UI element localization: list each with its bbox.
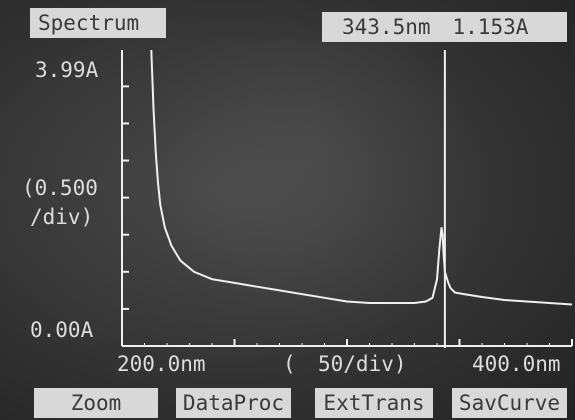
softkey-ext-trans[interactable]: ExtTrans: [315, 388, 433, 418]
y-axis-scale-label-2: /div): [30, 207, 93, 228]
y-axis-scale-label-1: (0.500: [22, 178, 98, 199]
x-axis-scale-open: (: [283, 354, 296, 375]
plot-ticks: [122, 86, 572, 346]
y-axis-min-label: 0.00A: [30, 320, 93, 341]
spectrum-trace: [151, 50, 572, 305]
softkey-data-proc[interactable]: DataProc: [176, 388, 291, 418]
x-axis-scale-label: 50/div): [318, 354, 407, 375]
x-axis-max-label: 400.0nm: [472, 354, 561, 375]
softkey-zoom[interactable]: Zoom: [34, 388, 158, 418]
x-axis-min-label: 200.0nm: [117, 354, 206, 375]
y-axis-max-label: 3.99A: [35, 60, 98, 81]
softkey-sav-curve[interactable]: SavCurve: [452, 388, 567, 418]
